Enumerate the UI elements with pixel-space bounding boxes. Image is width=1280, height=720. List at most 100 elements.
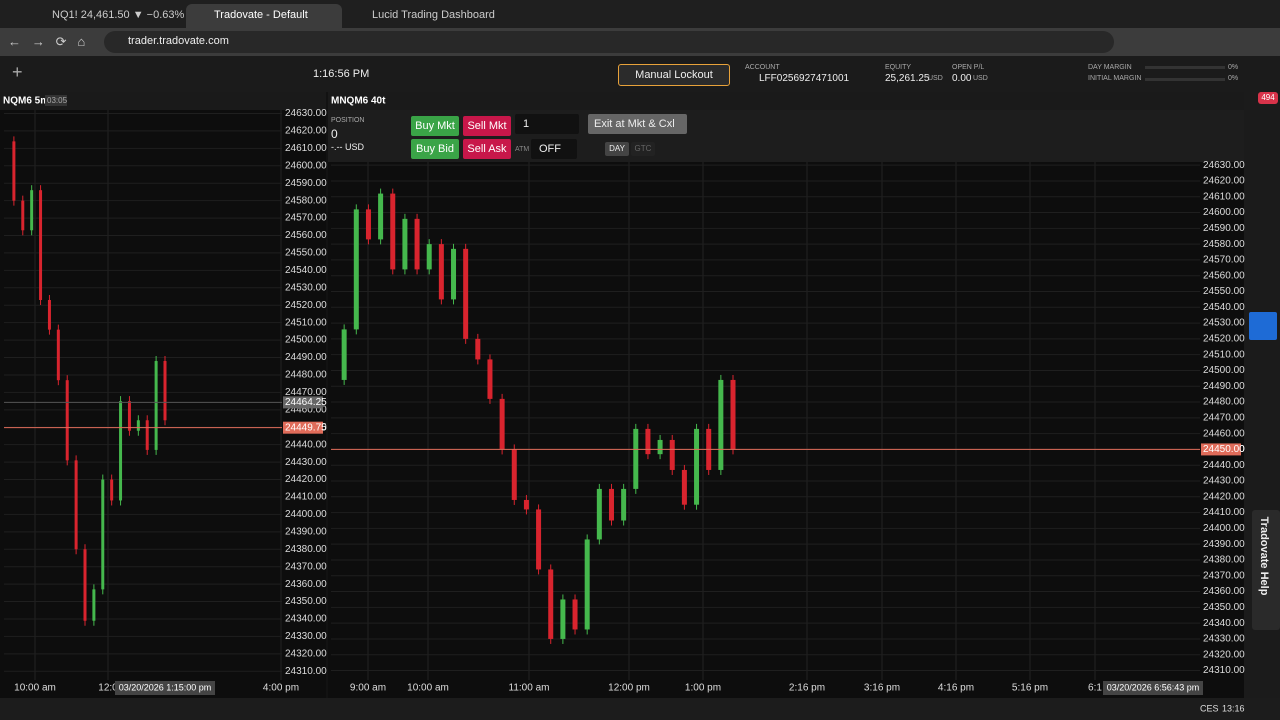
candle — [154, 361, 158, 450]
shield-button[interactable] — [1249, 312, 1277, 340]
y-tick-label: 24490.00 — [285, 352, 327, 363]
left-panel — [0, 92, 326, 698]
y-tick-label: 24350.00 — [285, 596, 327, 607]
y-tick-label: 24380.00 — [285, 544, 327, 555]
x-tick-label: 2:16 pm — [789, 683, 825, 694]
y-tick-label: 24610.00 — [1203, 191, 1245, 202]
y-tick-label: 24590.00 — [1203, 223, 1245, 234]
candle — [365, 209, 371, 240]
y-tick-label: 24620.00 — [1203, 176, 1245, 187]
x-tick-label: 10:00 am — [407, 683, 449, 694]
candle — [560, 599, 566, 639]
candle — [145, 420, 149, 450]
label: ACCOUNT — [745, 64, 780, 71]
candle — [536, 509, 542, 570]
candle — [127, 401, 131, 431]
candle — [110, 479, 114, 501]
crosshair-time: 03/20/2026 6:56:43 pm — [1107, 682, 1200, 692]
help-text[interactable]: Tradovate Help — [1258, 517, 1270, 596]
y-tick-label: 24500.00 — [285, 335, 327, 346]
x-tick-label: 4:16 pm — [938, 683, 974, 694]
candle — [718, 379, 724, 470]
x-tick-label: 12:0 — [98, 683, 118, 694]
pl: -.-- USD — [331, 142, 364, 152]
timer: 03:05 — [47, 96, 68, 105]
buy-mkt[interactable]: Buy Mkt — [411, 116, 459, 136]
candle — [633, 428, 639, 489]
candle — [47, 300, 51, 330]
atm-select[interactable]: OFF — [531, 139, 577, 159]
margin-bar — [1145, 78, 1225, 81]
x-tick-label: 5:16 pm — [1012, 683, 1048, 694]
url-box[interactable] — [104, 31, 1114, 53]
nav-buttons[interactable]: ← → ⟳ ⌂ — [8, 34, 86, 49]
candle — [30, 190, 34, 231]
account[interactable]: LFF0256927471001 — [759, 73, 850, 84]
candle — [402, 218, 408, 270]
clock: 1:16:56 PM — [313, 68, 370, 80]
label: DAY MARGIN — [1088, 64, 1132, 71]
y-tick-label: 24370.00 — [1203, 570, 1245, 581]
candle — [463, 248, 469, 339]
y-tick-label: 24500.00 — [1203, 365, 1245, 376]
candle — [730, 379, 736, 450]
add-icon[interactable]: + — [12, 62, 23, 82]
y-tick-label: 24580.00 — [1203, 239, 1245, 250]
x-tick-label: 10:00 am — [14, 683, 56, 694]
price-label: 24450.00 — [1203, 444, 1245, 455]
candle — [511, 449, 517, 500]
y-tick-label: 24530.00 — [1203, 318, 1245, 329]
y-tick-label: 24480.00 — [285, 370, 327, 381]
price-label-bg — [283, 421, 323, 434]
x-tick-label: 3:16 pm — [864, 683, 900, 694]
open-pl: 0.00 — [952, 73, 972, 84]
unit: USD — [928, 75, 943, 82]
candle — [548, 569, 554, 639]
y-tick-label: 24510.00 — [285, 317, 327, 328]
y-tick-label: 24460.00 — [285, 404, 327, 415]
y-tick-label: 24480.00 — [1203, 397, 1245, 408]
y-tick-label: 24320.00 — [1203, 649, 1245, 660]
y-tick-label: 24630.00 — [1203, 160, 1245, 171]
day-button[interactable]: DAY — [605, 142, 629, 156]
y-tick-label: 24420.00 — [1203, 491, 1245, 502]
candle — [65, 380, 69, 461]
y-tick-label: 24590.00 — [285, 178, 327, 189]
help-tab[interactable] — [1252, 510, 1280, 630]
badge: 494 — [1261, 93, 1275, 102]
y-tick-label: 24360.00 — [1203, 586, 1245, 597]
badge-bg — [1258, 92, 1278, 104]
y-tick-label: 24340.00 — [285, 614, 327, 625]
y-tick-label: 24620.00 — [285, 126, 327, 137]
lockout-button[interactable]: Manual Lockout — [618, 64, 730, 86]
x-tick-label: 4:00 pm — [263, 683, 299, 694]
symbol[interactable]: NQM6 5m — [3, 96, 49, 107]
y-tick-label: 24530.00 — [285, 282, 327, 293]
y-tick-label: 24560.00 — [1203, 270, 1245, 281]
y-tick-label: 24520.00 — [1203, 334, 1245, 345]
tab[interactable]: NQ1! 24,461.50 ▼ −0.63% Unn — [52, 9, 208, 21]
sell-ask[interactable]: Sell Ask — [463, 139, 511, 159]
y-tick-label: 24550.00 — [285, 248, 327, 259]
candle — [621, 488, 627, 521]
y-tick-label: 24630.00 — [285, 108, 327, 119]
y-tick-label: 24340.00 — [1203, 618, 1245, 629]
buy-bid[interactable]: Buy Bid — [411, 139, 459, 159]
sell-mkt[interactable]: Sell Mkt — [463, 116, 511, 136]
y-tick-label: 24370.00 — [285, 561, 327, 572]
tab[interactable]: Tradovate - Default — [186, 4, 342, 28]
price-label-bg — [283, 396, 323, 409]
candle — [56, 329, 60, 381]
position: 0 — [331, 127, 338, 141]
candle — [596, 488, 602, 540]
tab[interactable]: Lucid Trading Dashboard — [372, 9, 495, 21]
crosshair-label-bg — [115, 681, 215, 695]
y-tick-label: 24560.00 — [285, 230, 327, 241]
gtc-button[interactable]: GTC — [631, 142, 655, 156]
exit-button[interactable]: Exit at Mkt & Cxl — [588, 114, 687, 134]
quantity[interactable]: 1 — [515, 114, 579, 134]
symbol[interactable]: MNQM6 40t — [331, 96, 386, 107]
initial-margin: 0% — [1228, 75, 1239, 82]
